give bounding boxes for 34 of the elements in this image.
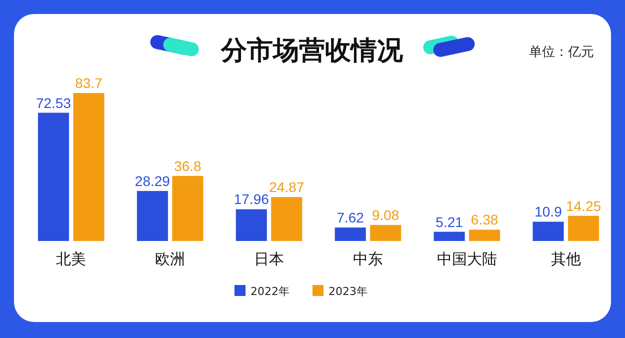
bar (434, 232, 465, 241)
legend-label: 2023年 (328, 285, 368, 298)
data-label: 28.29 (134, 172, 170, 189)
data-label: 10.9 (534, 204, 562, 220)
x-tick-label: 欧洲 (155, 250, 186, 268)
x-tick-label: 其他 (550, 250, 581, 268)
bar (370, 224, 402, 241)
bar (334, 228, 366, 241)
data-label: 5.21 (436, 214, 464, 230)
data-label: 17.96 (234, 191, 270, 208)
data-label: 14.25 (566, 198, 602, 214)
text: 单位：亿元 (529, 45, 594, 60)
x-tick-label: 中国大陆 (436, 250, 497, 268)
bar (38, 112, 69, 241)
legend-label: 2022年 (250, 285, 290, 298)
chart-title: 分市场营收情况 (220, 36, 404, 66)
bar (172, 176, 204, 241)
x-tick-label: 中东 (352, 250, 383, 268)
bar (568, 216, 600, 241)
data-label: 24.87 (269, 179, 304, 196)
data-label: 36.8 (174, 158, 202, 174)
x-tick-label: 日本 (254, 250, 284, 268)
bar (236, 209, 267, 241)
bar (469, 230, 500, 241)
x-tick-label: 北美 (56, 250, 86, 268)
data-label: 72.53 (36, 94, 72, 111)
bar (532, 222, 564, 241)
data-label: 9.08 (372, 206, 400, 223)
data-label: 7.62 (336, 210, 364, 226)
bar (271, 197, 302, 241)
data-label: 83.7 (75, 75, 103, 91)
bar (73, 93, 104, 241)
data-label: 6.38 (470, 212, 498, 228)
bar (136, 190, 168, 241)
